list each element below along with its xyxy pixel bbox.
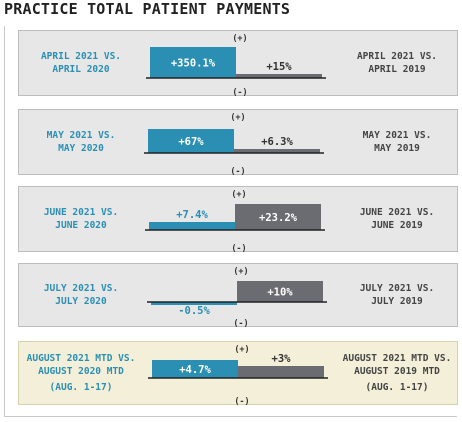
- right-value-label: +10%: [267, 287, 293, 299]
- left-bar: [149, 222, 235, 230]
- negative-marker: (-): [233, 319, 248, 329]
- left-bar: [151, 302, 237, 305]
- comparison-panel: JULY 2021 VS. JULY 2020 JULY 2021 VS. JULY …: [18, 263, 458, 329]
- left-value-label: +350.1%: [171, 58, 216, 70]
- left-value-label: +67%: [178, 136, 204, 148]
- right-label-line: AUGUST 2021 MTD VS.: [342, 353, 452, 364]
- right-label-line: (AUG. 1-17): [365, 382, 429, 393]
- left-label-line: JUNE 2021 VS.: [43, 207, 119, 218]
- comparison-panel: MAY 2021 VS. MAY 2020 MAY 2021 VS. MAY 2019…: [18, 109, 458, 177]
- right-bar: [236, 74, 322, 78]
- positive-marker: (+): [233, 267, 248, 277]
- comparison-panel: AUGUST 2021 MTD VS. AUGUST 2020 MTD (AUG. …: [18, 341, 458, 407]
- positive-marker: (+): [234, 345, 249, 355]
- comparison-bars: (+) (-) -0.5% +10%: [147, 267, 327, 329]
- right-label-line: JULY 2019: [371, 296, 423, 307]
- left-value-label: -0.5%: [178, 305, 210, 317]
- right-comparison-label: MAY 2021 VS. MAY 2019: [341, 110, 453, 174]
- right-value-label: +23.2%: [259, 212, 298, 224]
- negative-marker: (-): [231, 244, 246, 254]
- left-value-label: +4.7%: [179, 364, 211, 376]
- right-comparison-label: JULY 2021 VS. JULY 2019: [341, 264, 453, 326]
- right-label-line: JUNE 2021 VS.: [359, 207, 435, 218]
- right-label-line: MAY 2021 VS.: [362, 130, 432, 141]
- negative-marker: (-): [230, 167, 245, 177]
- comparison-bars: (+) (-) +4.7% +3%: [148, 345, 328, 407]
- right-label-line: APRIL 2021 VS.: [356, 51, 438, 62]
- left-label-line: AUGUST 2020 MTD: [38, 366, 124, 377]
- left-label-line: (AUG. 1-17): [49, 382, 113, 393]
- positive-marker: (+): [230, 113, 245, 123]
- negative-marker: (-): [232, 88, 247, 98]
- left-label-line: APRIL 2021 VS.: [40, 51, 122, 62]
- left-comparison-label: APRIL 2021 VS. APRIL 2020: [25, 31, 137, 95]
- left-bar: [150, 47, 236, 78]
- comparison-panel: JUNE 2021 VS. JUNE 2020 JUNE 2021 VS. JUNE …: [18, 186, 458, 254]
- left-value-label: +7.4%: [176, 209, 208, 221]
- comparison-panel: APRIL 2021 VS. APRIL 2020 APRIL 2021 VS. AP…: [18, 30, 458, 98]
- comparison-bars: (+) (-) +67% +6.3%: [144, 113, 324, 177]
- comparison-bars: (+) (-) +7.4% +23.2%: [145, 190, 325, 254]
- left-label-line: JULY 2020: [55, 296, 107, 307]
- right-label-line: AUGUST 2019 MTD: [354, 366, 440, 377]
- right-label-line: JUNE 2019: [371, 220, 423, 231]
- right-bar: [234, 149, 320, 153]
- right-bar: [235, 204, 321, 230]
- left-label-line: JUNE 2020: [55, 220, 107, 231]
- right-bar: [238, 366, 324, 378]
- right-comparison-label: AUGUST 2021 MTD VS. AUGUST 2019 MTD (AUG. …: [341, 342, 453, 404]
- right-comparison-label: APRIL 2021 VS. APRIL 2019: [341, 31, 453, 95]
- left-bar: [152, 360, 238, 378]
- right-value-label: +15%: [266, 61, 292, 73]
- chart-frame: [4, 26, 457, 417]
- right-label-line: MAY 2019: [374, 143, 420, 154]
- left-comparison-label: JUNE 2021 VS. JUNE 2020: [25, 187, 137, 251]
- right-label-line: JULY 2021 VS.: [359, 283, 435, 294]
- positive-marker: (+): [231, 190, 246, 200]
- left-comparison-label: MAY 2021 VS. MAY 2020: [25, 110, 137, 174]
- comparison-bars: (+) (-) +350.1% +15%: [146, 34, 326, 98]
- right-bar: [237, 281, 323, 302]
- positive-marker: (+): [232, 34, 247, 44]
- right-value-label: +3%: [272, 353, 292, 365]
- right-label-line: APRIL 2019: [368, 64, 426, 75]
- left-label-line: AUGUST 2021 MTD VS.: [26, 353, 136, 364]
- right-value-label: +6.3%: [261, 136, 293, 148]
- left-label-line: APRIL 2020: [52, 64, 110, 75]
- left-comparison-label: JULY 2021 VS. JULY 2020: [25, 264, 137, 326]
- left-comparison-label: AUGUST 2021 MTD VS. AUGUST 2020 MTD (AUG. …: [25, 342, 137, 404]
- right-comparison-label: JUNE 2021 VS. JUNE 2019: [341, 187, 453, 251]
- negative-marker: (-): [234, 397, 249, 407]
- left-label-line: MAY 2020: [58, 143, 104, 154]
- left-label-line: JULY 2021 VS.: [43, 283, 119, 294]
- left-bar: [148, 129, 234, 153]
- chart-title: PRACTICE TOTAL PATIENT PAYMENTS: [4, 0, 291, 18]
- left-label-line: MAY 2021 VS.: [46, 130, 116, 141]
